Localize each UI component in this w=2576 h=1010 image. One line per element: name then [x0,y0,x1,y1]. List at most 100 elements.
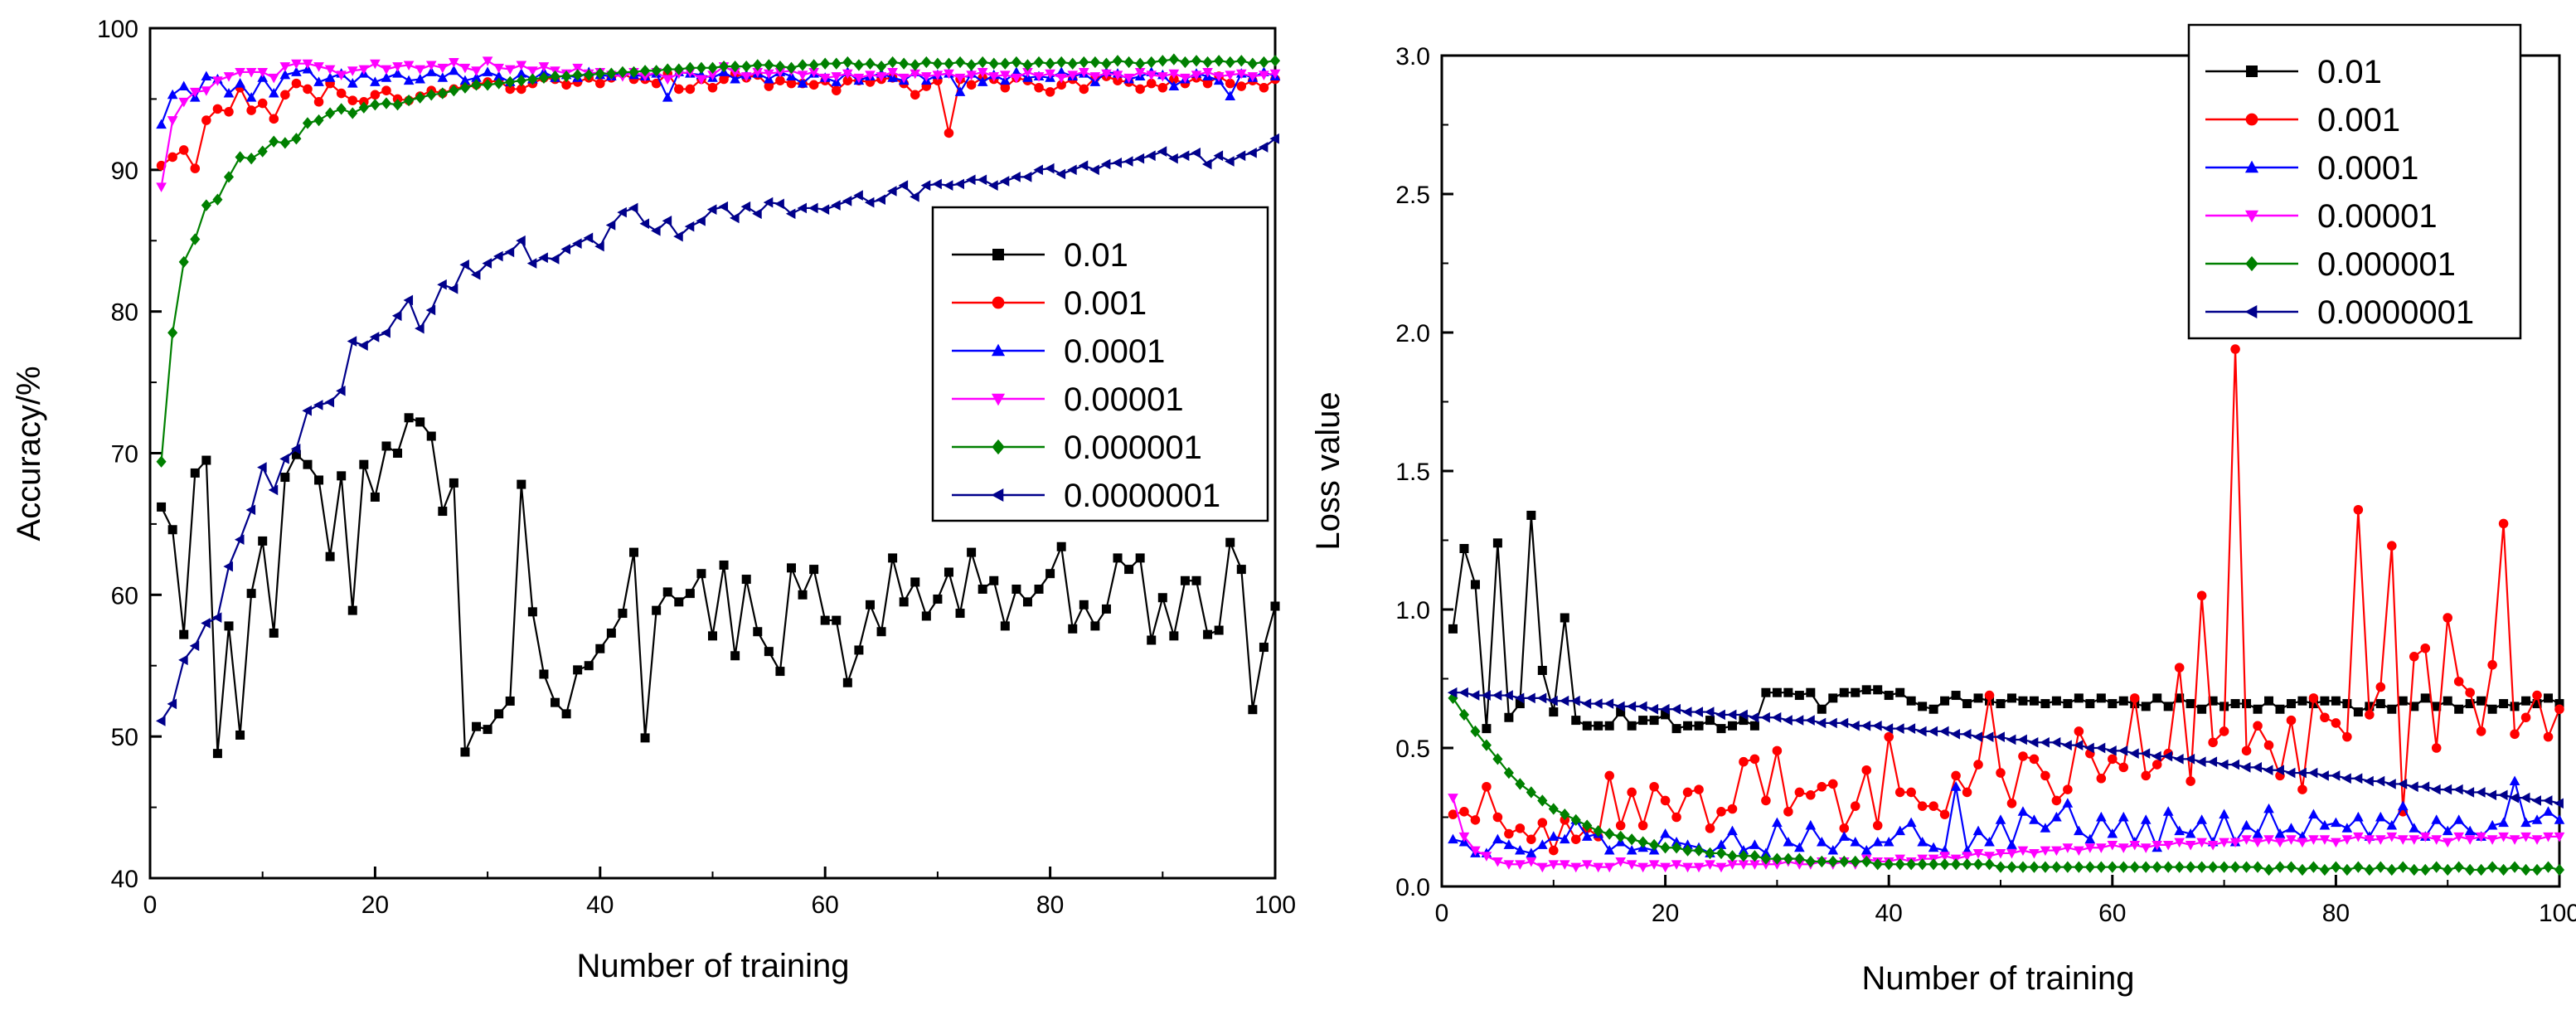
accuracy-data-point [279,137,290,149]
loss-data-point [2196,590,2207,601]
loss-data-point [2196,861,2207,873]
accuracy-data-point [313,76,324,86]
loss-data-point [1593,825,1603,838]
loss-data-point [1526,510,1536,520]
loss-data-point [1996,699,2006,709]
accuracy-data-point [324,72,336,82]
accuracy-data-point [944,567,953,577]
accuracy-data-point [1191,575,1201,585]
loss-data-point [1783,836,1794,847]
loss-data-point [2498,789,2508,801]
loss-data-point [2051,846,2062,857]
loss-data-point [1727,804,1738,814]
accuracy-data-point [156,119,167,129]
accuracy-data-point [1123,73,1134,84]
loss-data-point [2464,835,2476,845]
accuracy-data-point [1269,69,1281,80]
accuracy-data-point [1225,56,1235,69]
accuracy-data-point [1168,80,1180,90]
accuracy-data-point [302,117,313,129]
loss-data-point [1905,817,1917,828]
loss-data-point [1738,860,1749,870]
accuracy-legend-item: 0.01 [952,237,1128,274]
accuracy-data-point [1235,150,1246,162]
loss-axes: 0 20 40 60 80 100 0.0 0.5 1.0 1.5 2.0 2.5 3.0 [1395,43,2576,927]
loss-data-point [1571,716,1581,726]
accuracy-data-point [313,97,324,107]
accuracy-data-point [640,733,650,743]
loss-data-point [1638,716,1648,726]
loss-data-point [2353,811,2364,822]
loss-data-point [2554,832,2565,842]
loss-data-point [2387,541,2397,551]
loss-data-point [1749,850,1760,862]
accuracy-data-point [640,65,651,77]
accuracy-data-point [752,59,763,71]
loss-data-point [1447,687,1458,698]
loss-data-point [2476,787,2486,798]
loss-data-point [1995,814,2006,824]
accuracy-data-point [1180,73,1191,84]
accuracy-data-point [224,107,234,117]
accuracy-data-point [1236,55,1247,67]
accuracy-data-point [808,80,819,90]
accuracy-data-point [178,255,189,269]
accuracy-data-point [471,66,482,76]
loss-data-point [1850,836,1861,847]
accuracy-data-point [538,62,550,72]
accuracy-data-point [505,84,516,95]
accuracy-data-point [1000,57,1011,70]
loss-data-point [2487,704,2497,714]
accuracy-data-point [707,70,718,80]
loss-data-point [1615,820,1626,831]
accuracy-data-point [785,208,796,220]
accuracy-data-point [167,116,178,126]
loss-data-point [1760,847,1772,857]
loss-data-point [2419,832,2431,842]
accuracy-data-point [618,609,628,619]
accuracy-data-point [337,471,347,481]
loss-data-point [2443,613,2452,623]
accuracy-data-point [201,455,211,465]
accuracy-data-point [347,336,357,347]
loss-data-point [1917,858,1928,871]
loss-data-point [1872,720,1882,731]
accuracy-data-point [1225,156,1235,167]
loss-legend-item: 0.00001 [2205,198,2438,235]
loss-data-point [2397,835,2409,845]
loss-data-point [2420,863,2431,876]
loss-data-point [2162,840,2174,851]
accuracy-data-point [898,73,910,84]
loss-data-point [1905,723,1916,734]
loss-data-point [2208,696,2218,706]
loss-data-point [1581,831,1593,841]
accuracy-data-point [347,107,358,119]
accuracy-data-point [550,70,560,83]
loss-data-point [1973,693,1983,703]
accuracy-y-tick-label: 80 [111,299,138,327]
accuracy-data-point [1045,69,1055,80]
accuracy-data-point [662,63,673,75]
accuracy-data-point [290,444,301,454]
loss-data-point [2029,696,2039,706]
loss-data-point [1783,715,1793,726]
loss-data-point [2263,863,2274,876]
accuracy-data-point [988,57,999,70]
accuracy-data-point [1113,75,1123,85]
accuracy-data-point [865,57,876,70]
loss-data-point [1693,862,1705,873]
accuracy-data-point [381,65,392,75]
accuracy-series-line [160,58,1276,462]
loss-data-point [2174,825,2185,836]
accuracy-data-point [1168,153,1178,164]
loss-data-point [1884,731,1894,742]
accuracy-series-line [160,416,1277,755]
accuracy-data-point [1101,57,1112,70]
accuracy-data-point [966,70,977,80]
loss-data-point [1626,860,1637,870]
accuracy-data-point [651,65,662,77]
loss-data-point [2420,643,2431,653]
loss-data-point [1872,836,1884,847]
loss-data-point [1739,716,1749,726]
